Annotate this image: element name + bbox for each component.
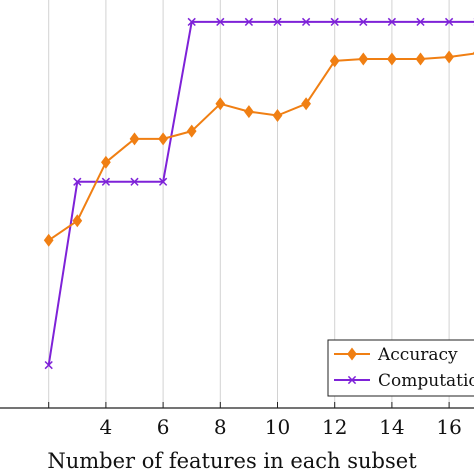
- data-point-diamond: [186, 124, 197, 138]
- data-point-x: [73, 177, 82, 186]
- x-tick-label: 16: [436, 415, 461, 439]
- data-point-x: [301, 17, 311, 27]
- data-point-diamond: [415, 52, 426, 66]
- data-point-diamond: [358, 52, 369, 66]
- series-accuracy: [43, 50, 474, 247]
- data-point-x: [158, 177, 168, 186]
- series-line-computation: [47, 20, 474, 366]
- data-point-diamond: [43, 233, 54, 247]
- x-tick-labels: 4681012141618: [100, 415, 462, 439]
- x-tick-label: 10: [265, 415, 290, 439]
- data-point-x: [347, 375, 357, 385]
- data-point-diamond: [272, 109, 283, 122]
- data-point-x: [187, 17, 196, 27]
- data-point-x: [444, 17, 454, 27]
- data-point-diamond: [244, 105, 254, 119]
- data-point-diamond: [329, 54, 340, 68]
- data-point-diamond: [129, 132, 140, 146]
- data-point-x: [273, 17, 282, 27]
- data-point-diamond: [301, 97, 311, 111]
- data-point-diamond: [72, 214, 83, 228]
- x-tick-label: 8: [214, 415, 227, 439]
- series-computation: [44, 17, 474, 370]
- legend-label: Computation: [378, 371, 474, 391]
- series-line-accuracy: [48, 52, 474, 242]
- data-point-x: [330, 17, 339, 27]
- data-point-x: [101, 177, 111, 186]
- legend: Accuracy Computation: [327, 339, 474, 397]
- data-point-x: [216, 17, 225, 27]
- x-tick-label: 4: [100, 415, 113, 439]
- x-tick-label: 14: [379, 415, 404, 439]
- legend-entry-computation: Computation: [334, 371, 474, 391]
- data-point-diamond: [444, 50, 454, 64]
- x-tick-label: 12: [322, 415, 347, 439]
- legend-label: Accuracy: [377, 345, 458, 365]
- data-point-x: [44, 360, 53, 370]
- x-axis-title: Number of features in each subset: [47, 449, 417, 473]
- data-point-x: [130, 177, 139, 186]
- grid-lines: [48, 0, 450, 408]
- data-point-diamond: [215, 97, 226, 111]
- series-layer: [43, 17, 474, 370]
- data-point-diamond: [387, 52, 397, 66]
- legend-entry-accuracy: Accuracy: [334, 345, 458, 365]
- data-point-x: [359, 17, 368, 27]
- axes: [0, 402, 474, 409]
- data-point-diamond: [347, 347, 357, 361]
- data-point-x: [416, 17, 425, 27]
- data-point-diamond: [101, 155, 111, 169]
- data-point-diamond: [158, 132, 168, 146]
- data-point-x: [244, 17, 254, 27]
- x-tick-label: 6: [157, 415, 170, 439]
- data-point-x: [387, 17, 397, 27]
